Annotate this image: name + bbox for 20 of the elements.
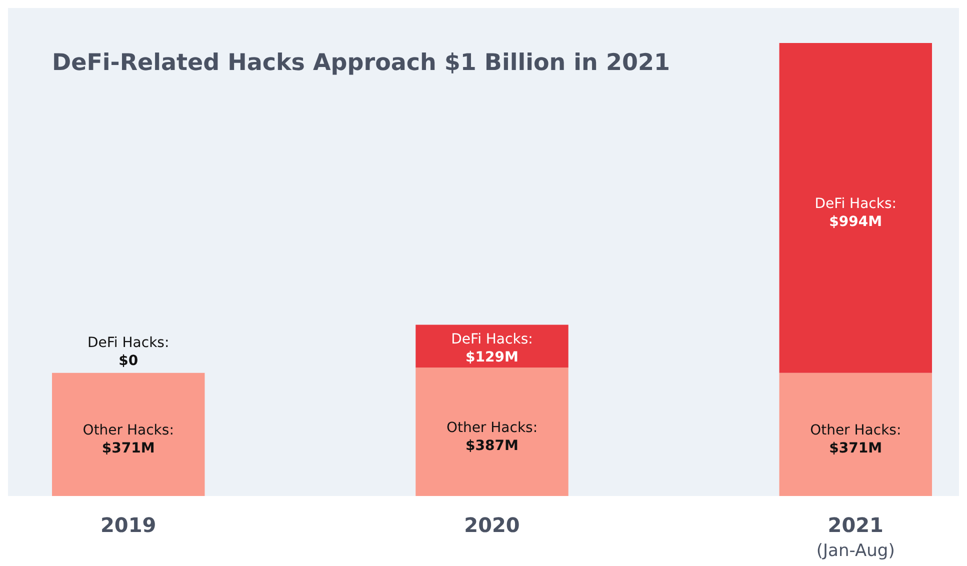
text: Other Hacks: [82,422,174,438]
text: Other Hacks: [810,422,902,438]
x-tick-label: 2020 [464,513,520,537]
bar [779,372,932,496]
bar [416,368,568,496]
series-label: Other Hacks: [446,420,538,436]
series-label: DeFi Hacks: [451,332,533,348]
text: DeFi Hacks: [88,334,170,351]
x-tick-label: 2019 [100,513,156,537]
data-label: $371M [102,440,155,456]
bar [52,372,205,496]
text: DeFi Hacks: [814,196,896,212]
data-label: $129M [466,350,518,366]
x-tick-label: 2021 (Jan-Aug) [816,513,895,561]
bar [779,43,932,373]
data-label: $994M [829,214,882,230]
chart-title: DeFi-Related Hacks Approach $1 Billion in 2021 [52,50,670,76]
data-label: $387M [466,438,518,454]
data-label: $0 [118,352,138,369]
data-label: $371M [829,440,882,456]
